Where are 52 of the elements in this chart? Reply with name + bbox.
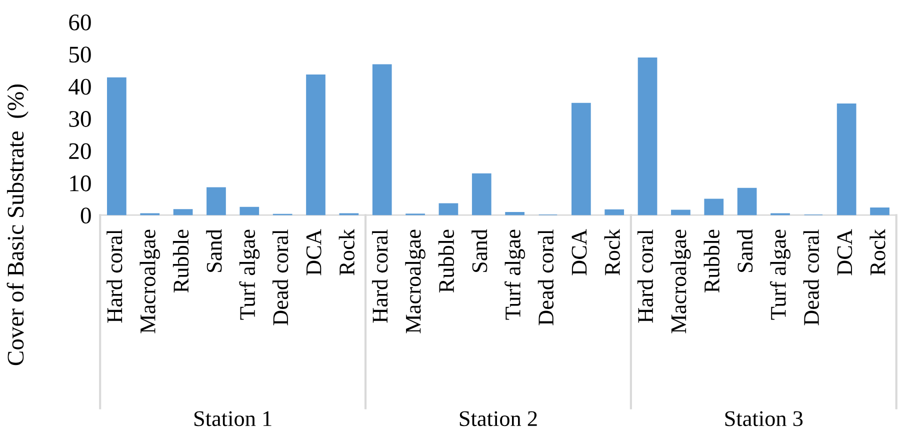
bar — [206, 187, 226, 216]
bar — [107, 77, 126, 216]
x-tick-label: Macroalgae — [670, 230, 691, 334]
y-tick-label: 50 — [70, 46, 91, 63]
text: Station 2 — [460, 411, 537, 426]
y-axis-title: Cover of Basic Substrate (%) — [6, 84, 28, 366]
bar — [638, 57, 658, 216]
x-tick-label: DCA — [837, 229, 852, 276]
bar — [306, 74, 326, 216]
bar — [671, 210, 690, 216]
y-tick-label: 10 — [70, 175, 91, 192]
y-tick-label: 40 — [68, 78, 91, 95]
x-tick-label: Dead coral — [272, 229, 288, 326]
bar — [240, 206, 260, 216]
bar — [438, 203, 458, 216]
x-tick-label: Turf algae — [770, 230, 790, 320]
x-tick-label: Sand — [736, 229, 753, 272]
x-tick-label: Rock — [604, 229, 620, 276]
x-tick-label: Turf algae — [504, 230, 526, 320]
x-tick-label: Turf algae — [239, 230, 260, 320]
bar — [704, 198, 724, 216]
bar — [505, 212, 524, 216]
text: Station 1 — [194, 411, 272, 426]
bar — [870, 207, 890, 216]
bar — [472, 173, 492, 216]
text: Station 3 — [725, 411, 803, 426]
x-tick-label: Sand — [206, 229, 222, 272]
x-tick-label: Rubble — [172, 230, 189, 293]
x-tick-label: Macroalgae — [140, 230, 160, 334]
bar — [372, 64, 392, 216]
x-tick-label: Hard coral — [637, 229, 654, 323]
bar — [604, 209, 624, 216]
y-tick-label: 30 — [69, 111, 91, 127]
bar — [173, 209, 193, 216]
x-tick-label: Sand — [472, 229, 488, 272]
x-tick-label: Rock — [338, 229, 354, 276]
bar — [737, 188, 757, 216]
x-tick-label: Hard coral — [372, 229, 388, 323]
x-tick-label: Hard coral — [106, 229, 122, 323]
bar — [836, 103, 856, 216]
x-tick-label: DCA — [572, 229, 587, 276]
x-tick-label: Dead coral — [803, 229, 819, 326]
x-tick-label: Dead coral — [538, 229, 554, 326]
x-tick-label: Rock — [870, 229, 886, 276]
bar — [571, 102, 591, 216]
x-tick-label: Macroalgae — [405, 230, 426, 334]
x-tick-label: Rubble — [438, 230, 454, 293]
y-tick-label: 0 — [80, 208, 91, 224]
x-tick-label: Rubble — [704, 230, 720, 293]
y-tick-label: 20 — [69, 143, 91, 160]
x-tick-label: DCA — [306, 229, 322, 276]
y-tick-label: 60 — [69, 14, 91, 30]
